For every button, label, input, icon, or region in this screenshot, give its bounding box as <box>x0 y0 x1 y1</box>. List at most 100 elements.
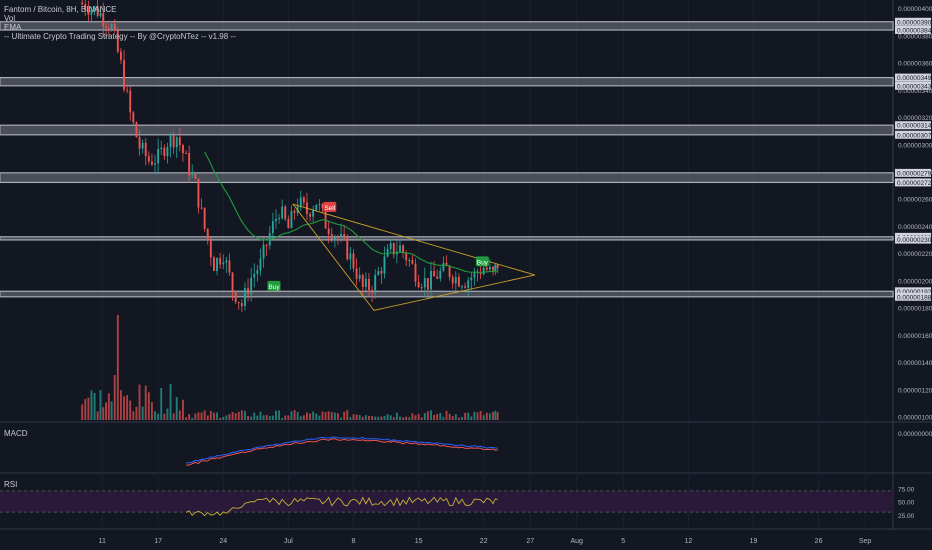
volume-bar <box>194 413 197 420</box>
volume-bar <box>361 416 364 420</box>
volume-bar <box>93 392 96 420</box>
candle-body <box>324 208 327 229</box>
volume-bar <box>492 411 494 420</box>
volume-bar <box>496 412 499 420</box>
volume-bar <box>343 411 346 420</box>
candle-body <box>464 286 467 288</box>
volume-bar <box>448 413 451 420</box>
volume-bar <box>231 411 234 420</box>
candle-body <box>244 288 246 307</box>
volume-bar <box>479 411 482 420</box>
volume-bar <box>96 411 99 420</box>
volume-bar <box>102 407 105 420</box>
price-level-tag <box>895 130 931 139</box>
x-tick-label: 19 <box>750 538 758 545</box>
candle-body <box>81 2 84 5</box>
volume-bar <box>200 412 203 420</box>
candle-body <box>203 207 206 229</box>
candle-body <box>144 142 147 157</box>
ema-line <box>204 151 498 273</box>
price-level-tag <box>895 17 931 26</box>
candle-body <box>96 6 99 16</box>
ema-legend: EMA <box>4 23 22 32</box>
rsi-tick-label: 25.00 <box>898 513 915 520</box>
volume-bar <box>461 417 463 420</box>
volume-bar <box>222 416 225 420</box>
rsi-tick-label: 75.00 <box>898 486 915 493</box>
candle-body <box>132 112 135 123</box>
volume-bar <box>346 410 349 420</box>
volume-bar <box>464 412 467 420</box>
signal-label: Buy <box>268 284 280 291</box>
price-level-tag <box>895 121 931 130</box>
symbol-title: Fantom / Bitcoin, 8H, BINANCE <box>4 5 117 14</box>
volume-bar <box>197 412 200 420</box>
volume-bar <box>309 413 312 420</box>
volume-bar <box>423 413 426 420</box>
price-level-label: 0.00000192 <box>897 289 932 296</box>
volume-bar <box>84 399 87 420</box>
candle-body <box>188 153 191 176</box>
candle-body <box>327 228 330 234</box>
price-level-tag <box>895 292 931 301</box>
volume-bar <box>90 390 93 420</box>
volume-bar <box>250 416 253 420</box>
candle-body <box>240 303 243 307</box>
strategy-legend: -- Ultimate Crypto Trading Strategy -- B… <box>4 32 236 41</box>
candle-body <box>265 244 268 246</box>
volume-bar <box>457 417 460 420</box>
volume-bar <box>126 395 129 420</box>
candle-body <box>371 289 374 294</box>
candle-body <box>414 263 417 282</box>
volume-bar <box>253 412 256 420</box>
volume-bar <box>281 417 284 420</box>
macd-signal-line <box>185 438 498 466</box>
volume-bar <box>265 414 268 420</box>
candle-body <box>420 287 423 289</box>
rsi-band <box>0 490 893 513</box>
price-tick-label: 0.00000100 <box>898 415 932 422</box>
candle-body <box>358 274 361 279</box>
candle-body <box>461 286 463 288</box>
price-tick-label: 0.00000260 <box>898 197 932 204</box>
macd-line <box>186 436 498 464</box>
candle-body <box>281 206 284 219</box>
volume-bar <box>355 414 358 420</box>
volume-bar <box>87 397 90 420</box>
price-level-label: 0.00000390 <box>897 19 932 26</box>
candle-body <box>312 209 315 217</box>
volume-bar <box>315 413 318 420</box>
candle-body <box>110 23 113 30</box>
price-level-tag <box>895 235 931 244</box>
support-resistance-fill <box>0 125 893 135</box>
support-resistance-fill <box>0 172 893 183</box>
volume-bar <box>110 401 113 420</box>
volume-bar <box>330 412 333 420</box>
volume-bar <box>259 411 262 420</box>
candle-body <box>231 272 234 292</box>
candle-body <box>237 301 240 304</box>
candle-body <box>349 253 352 260</box>
candle-body <box>222 262 225 265</box>
support-resistance-fill <box>0 21 893 30</box>
candle-body <box>166 147 169 157</box>
candle-body <box>389 243 392 249</box>
x-tick-label: 5 <box>621 538 625 545</box>
volume-bar <box>454 414 457 420</box>
volume-bar <box>203 410 206 420</box>
volume-bar <box>138 384 141 420</box>
price-tick-label: 0.00000220 <box>898 251 932 258</box>
candle-body <box>154 163 156 165</box>
candle-body <box>368 278 370 290</box>
candle-body <box>293 210 296 213</box>
candle-body <box>256 270 259 274</box>
candle-body <box>479 272 482 275</box>
candle-body <box>380 271 383 274</box>
volume-bar <box>206 415 209 420</box>
candle-body <box>309 213 312 217</box>
candle-body <box>87 10 90 15</box>
volume-bar <box>488 413 491 420</box>
candle-body <box>423 278 426 288</box>
